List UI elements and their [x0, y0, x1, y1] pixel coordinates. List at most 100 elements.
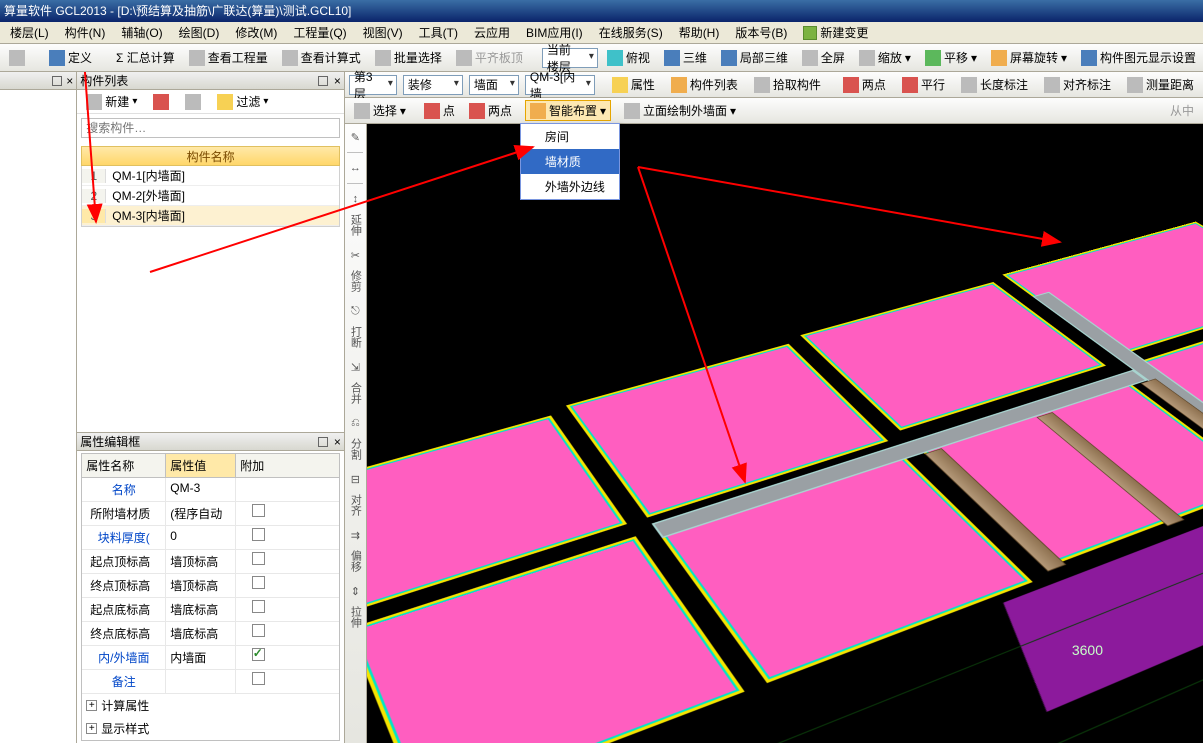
property-row[interactable]: 起点底标高墙底标高	[82, 598, 339, 622]
elev-draw-button[interactable]: 立面绘制外墙面▾	[619, 100, 741, 121]
3d-viewport[interactable]: 3600	[367, 124, 1203, 743]
view-formula-button[interactable]: 查看计算式	[277, 47, 366, 68]
property-row[interactable]: 终点顶标高墙顶标高	[82, 574, 339, 598]
property-row[interactable]: 名称QM-3	[82, 478, 339, 502]
menu-floor[interactable]: 楼层(L)	[4, 22, 55, 43]
menu-wall-outer[interactable]: 外墙外边线	[521, 174, 619, 199]
pick-button[interactable]: 拾取构件	[749, 74, 826, 95]
new-change-button[interactable]: 新建变更	[803, 24, 868, 41]
checkbox[interactable]	[252, 552, 265, 565]
list-item[interactable]: 3 QM-3[内墙面]	[82, 206, 339, 226]
expand-icon[interactable]: +	[86, 700, 97, 711]
twopt-button[interactable]: 两点	[838, 74, 891, 95]
elem-display-button[interactable]: 构件图元显示设置	[1076, 47, 1201, 68]
pin-icon[interactable]	[318, 437, 328, 447]
local-3d-button[interactable]: 局部三维	[716, 47, 793, 68]
menu-draw[interactable]: 绘图(D)	[173, 22, 226, 43]
list-item[interactable]: 1 QM-1[内墙面]	[82, 166, 339, 186]
floor-select[interactable]: 第3层	[349, 75, 397, 95]
property-row[interactable]: 起点顶标高墙顶标高	[82, 550, 339, 574]
checkbox[interactable]	[252, 528, 265, 541]
props-button[interactable]: 属性	[607, 74, 660, 95]
close-icon[interactable]: ×	[66, 74, 73, 88]
menu-cloud[interactable]: 云应用	[468, 22, 516, 43]
side-tool-icon[interactable]: ↔	[346, 159, 364, 177]
sum-calc-button[interactable]: Σ 汇总计算	[111, 47, 180, 68]
close-icon[interactable]: ×	[334, 74, 341, 88]
menu-tools[interactable]: 工具(T)	[413, 22, 464, 43]
complist-button[interactable]: 构件列表	[666, 74, 743, 95]
category-select[interactable]: 装修	[403, 75, 463, 95]
checkbox[interactable]	[252, 576, 265, 589]
extend-tool[interactable]: ↕	[346, 190, 364, 208]
tree-display-style[interactable]: +显示样式	[82, 717, 339, 740]
checkbox[interactable]	[252, 648, 265, 661]
menu-modify[interactable]: 修改(M)	[229, 22, 283, 43]
checkbox[interactable]	[252, 504, 265, 517]
cursor-icon	[354, 103, 370, 119]
filter-button[interactable]: 过滤	[212, 91, 273, 112]
menu-room[interactable]: 房间	[521, 124, 619, 149]
from-button[interactable]: 从中	[1165, 100, 1199, 121]
stretch-tool[interactable]: ⇕	[346, 582, 364, 600]
offset-tool[interactable]: ⇉	[346, 526, 364, 544]
property-row[interactable]: 块料厚度(0	[82, 526, 339, 550]
menu-version[interactable]: 版本号(B)	[729, 22, 793, 43]
expand-icon[interactable]: +	[86, 723, 97, 734]
menu-view[interactable]: 视图(V)	[357, 22, 409, 43]
menu-component[interactable]: 构件(N)	[59, 22, 112, 43]
pin-icon[interactable]	[318, 76, 328, 86]
delete-button[interactable]	[148, 92, 174, 112]
pin-icon[interactable]	[52, 76, 62, 86]
menu-quantity[interactable]: 工程量(Q)	[287, 22, 352, 43]
flat-icon	[456, 50, 472, 66]
point-tool[interactable]: 点	[419, 100, 460, 121]
select-tool[interactable]: 选择▾	[349, 100, 411, 121]
trim-tool[interactable]: ✂	[346, 246, 364, 264]
property-row[interactable]: 终点底标高墙底标高	[82, 622, 339, 646]
property-row[interactable]: 备注	[82, 670, 339, 694]
property-row[interactable]: 内/外墙面内墙面	[82, 646, 339, 670]
menu-online[interactable]: 在线服务(S)	[593, 22, 669, 43]
align-tool[interactable]: ⊟	[346, 470, 364, 488]
merge-tool[interactable]: ⇲	[346, 358, 364, 376]
new-component-button[interactable]: 新建	[81, 91, 142, 112]
fullscreen-button[interactable]: 全屏	[797, 47, 850, 68]
checkbox[interactable]	[252, 600, 265, 613]
menu-wall-material[interactable]: 墙材质	[521, 149, 619, 174]
menu-aux-axis[interactable]: 辅轴(O)	[115, 22, 168, 43]
tree-calc-props[interactable]: +计算属性	[82, 694, 339, 717]
search-input[interactable]	[81, 118, 340, 138]
split-tool[interactable]: ⎌	[346, 414, 364, 432]
list-item[interactable]: 2 QM-2[外墙面]	[82, 186, 339, 206]
props-icon	[612, 77, 628, 93]
current-floor-select[interactable]: 当前楼层	[542, 48, 598, 68]
measure-button[interactable]: 测量距离	[1122, 74, 1199, 95]
3d-button[interactable]: 三维	[659, 47, 712, 68]
screen-rotate-button[interactable]: 屏幕旋转▾	[986, 47, 1072, 68]
component-select[interactable]: QM-3[内墙	[525, 75, 595, 95]
zoom-button[interactable]: 缩放▾	[854, 47, 916, 68]
twopoint-tool[interactable]: 两点	[464, 100, 517, 121]
checkbox[interactable]	[252, 672, 265, 685]
menu-help[interactable]: 帮助(H)	[673, 22, 726, 43]
define-button[interactable]: 定义	[44, 47, 97, 68]
side-tool-icon[interactable]: ✎	[346, 128, 364, 146]
subcat-select[interactable]: 墙面	[469, 75, 519, 95]
dimension-text: 3600	[1072, 642, 1103, 658]
top-view-button[interactable]: 俯视	[602, 47, 655, 68]
len-dim-button[interactable]: 长度标注	[956, 74, 1033, 95]
toggle-panel-button[interactable]	[4, 48, 30, 68]
align-dim-button[interactable]: 对齐标注	[1039, 74, 1116, 95]
smart-layout-button[interactable]: 智能布置▾	[525, 100, 611, 121]
view-qty-button[interactable]: 查看工程量	[184, 47, 273, 68]
break-tool[interactable]: ⎋	[346, 302, 364, 320]
batch-select-button[interactable]: 批量选择	[370, 47, 447, 68]
property-row[interactable]: 所附墙材质(程序自动	[82, 502, 339, 526]
checkbox[interactable]	[252, 624, 265, 637]
close-icon[interactable]: ×	[334, 435, 341, 449]
flat-top-button[interactable]: 平齐板顶	[451, 47, 528, 68]
pan-button[interactable]: 平移▾	[920, 47, 982, 68]
copy-button[interactable]	[180, 92, 206, 112]
parallel-button[interactable]: 平行	[897, 74, 950, 95]
